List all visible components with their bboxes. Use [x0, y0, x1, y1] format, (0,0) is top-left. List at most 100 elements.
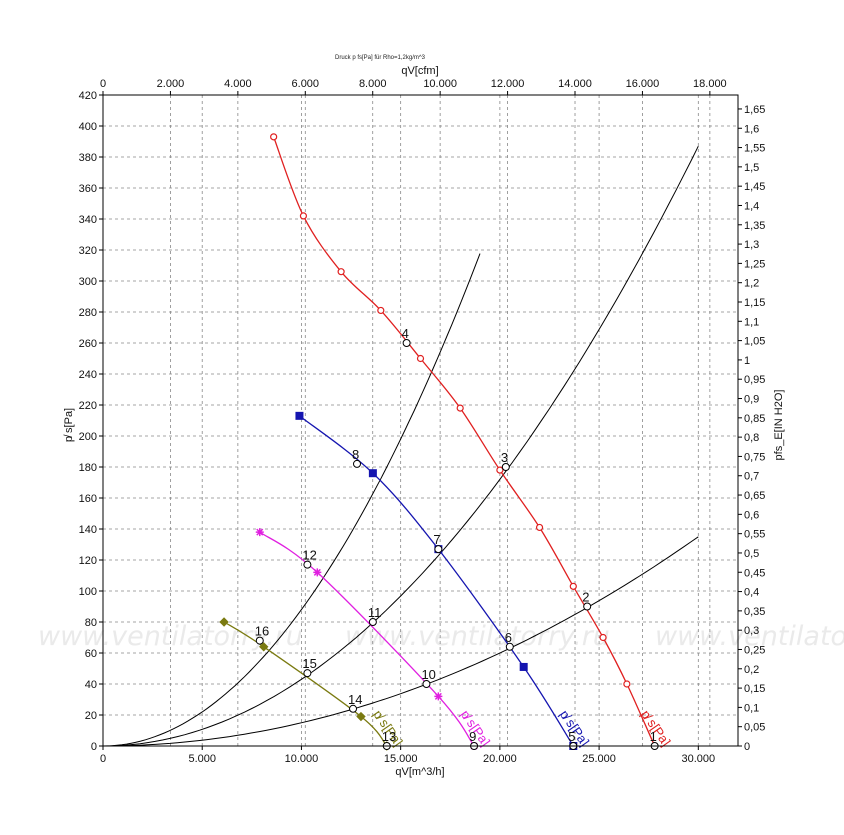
fan-curves: p̸ s[Pa]p̸ s[Pa]p̸ s[Pa]p̸ s[Pa]: [219, 133, 674, 751]
y-tick-label: 260: [79, 338, 97, 350]
y2-tick-label: 1,25: [744, 258, 765, 270]
operating-point-label: 3: [501, 450, 508, 465]
y2-tick-label: 0,45: [744, 567, 765, 579]
curve-marker: [456, 404, 464, 412]
y-tick-label: 360: [79, 183, 97, 195]
system-curves: [102, 145, 699, 747]
x-tick-label: 15.000: [384, 753, 418, 765]
x-tick-label: 10.000: [285, 753, 319, 765]
curve-marker: [295, 411, 304, 420]
y-tick-label: 240: [79, 369, 97, 381]
y2-tick-label: 0,35: [744, 606, 765, 618]
y2-tick-label: 0,3: [744, 625, 759, 637]
y2-tick-label: 1,4: [744, 200, 759, 212]
y2-tick-label: 0: [744, 741, 750, 753]
system-curve: [102, 145, 699, 747]
fan-curve-line: [259, 531, 475, 747]
axes: 0204060801001201401601802002202402602803…: [63, 55, 785, 778]
curve-marker: [219, 617, 229, 627]
x2-axis-label: qV[cfm]: [401, 65, 438, 77]
y2-tick-label: 1,15: [744, 297, 765, 309]
y2-tick-label: 1,65: [744, 104, 765, 116]
operating-point-label: 6: [505, 630, 512, 645]
x2-tick-label: 4.000: [224, 78, 252, 90]
y-tick-label: 120: [79, 555, 97, 567]
curve-marker: [270, 133, 278, 141]
y2-tick-label: 0,7: [744, 471, 759, 483]
x2-tick-label: 14.000: [558, 78, 592, 90]
y2-tick-label: 0,4: [744, 587, 759, 599]
x-tick-label: 25.000: [582, 753, 616, 765]
y2-tick-label: 0,75: [744, 451, 765, 463]
curve-marker: [416, 354, 425, 363]
y2-axis-label: pfs_E[IN H2O]: [773, 390, 785, 461]
watermark-text: www.ventilatorry.ru: [345, 621, 610, 652]
operating-point: [255, 636, 264, 645]
y2-tick-label: 1,3: [744, 239, 759, 251]
y-tick-label: 160: [79, 493, 97, 505]
operating-point-label: 8: [352, 447, 359, 462]
x-tick-label: 0: [100, 753, 106, 765]
y2-tick-label: 0,95: [744, 374, 765, 386]
x2-tick-label: 6.000: [292, 78, 320, 90]
curve-marker: [569, 582, 577, 590]
plot-frame: [102, 94, 739, 747]
curve-marker: [535, 523, 544, 532]
fan-curve-line: [273, 136, 656, 747]
operating-point-label: 4: [402, 326, 409, 341]
x-tick-label: 5.000: [188, 753, 216, 765]
y-tick-label: 340: [79, 214, 97, 226]
operating-point: [353, 459, 361, 468]
operating-point: [434, 545, 443, 554]
operating-point: [402, 339, 411, 347]
y2-tick-label: 0,2: [744, 664, 759, 676]
operating-point-label: 13: [382, 729, 396, 744]
operating-point: [422, 680, 431, 688]
operating-point: [349, 704, 358, 713]
curve-marker: [299, 212, 308, 220]
x2-tick-label: 8.000: [359, 78, 387, 90]
curve-marker: [255, 528, 264, 537]
system-curve: [102, 253, 481, 747]
curve-marker: [337, 268, 345, 276]
fan-curve-line: [223, 621, 388, 747]
watermark-layer: www.ventilatorry.ru www.ventilatorry.ru ww…: [38, 621, 844, 652]
operating-point: [368, 618, 377, 626]
y-tick-label: 420: [79, 90, 97, 102]
watermark-text: www.ventilatorry.ru: [655, 621, 844, 652]
x-axis-label: qV[m^3/h]: [395, 766, 444, 778]
y-tick-label: 60: [85, 648, 97, 660]
y-tick-label: 180: [79, 462, 97, 474]
y-tick-label: 100: [79, 586, 97, 598]
operating-point: [303, 560, 312, 569]
y-tick-label: 320: [79, 245, 97, 257]
y2-tick-label: 0,55: [744, 529, 765, 541]
x2-tick-label: 2.000: [157, 78, 185, 90]
curve-marker: [434, 692, 443, 701]
y2-tick-label: 1: [744, 355, 750, 367]
y2-tick-label: 0,85: [744, 413, 765, 425]
y2-tick-label: 0,15: [744, 683, 765, 695]
y-tick-label: 220: [79, 400, 97, 412]
y2-tick-label: 1,1: [744, 316, 759, 328]
operating-point-label: 2: [582, 590, 589, 605]
y-tick-label: 300: [79, 276, 97, 288]
x2-tick-label: 0: [100, 78, 106, 90]
y-tick-label: 400: [79, 121, 97, 133]
curve-marker: [259, 642, 269, 652]
curve-marker: [496, 466, 504, 474]
operating-point-label: 15: [302, 656, 316, 671]
y-tick-label: 80: [85, 617, 97, 629]
curve-marker: [623, 680, 631, 688]
y2-tick-label: 0,5: [744, 548, 759, 560]
x2-tick-label: 16.000: [626, 78, 660, 90]
curve-marker: [599, 633, 607, 642]
curve-marker: [519, 662, 528, 671]
curve-marker: [313, 568, 322, 577]
x2-tick-label: 10.000: [423, 78, 457, 90]
y2-tick-label: 1,55: [744, 143, 765, 155]
y2-tick-label: 0,8: [744, 432, 759, 444]
y2-tick-label: 0,05: [744, 722, 765, 734]
y-tick-label: 280: [79, 307, 97, 319]
